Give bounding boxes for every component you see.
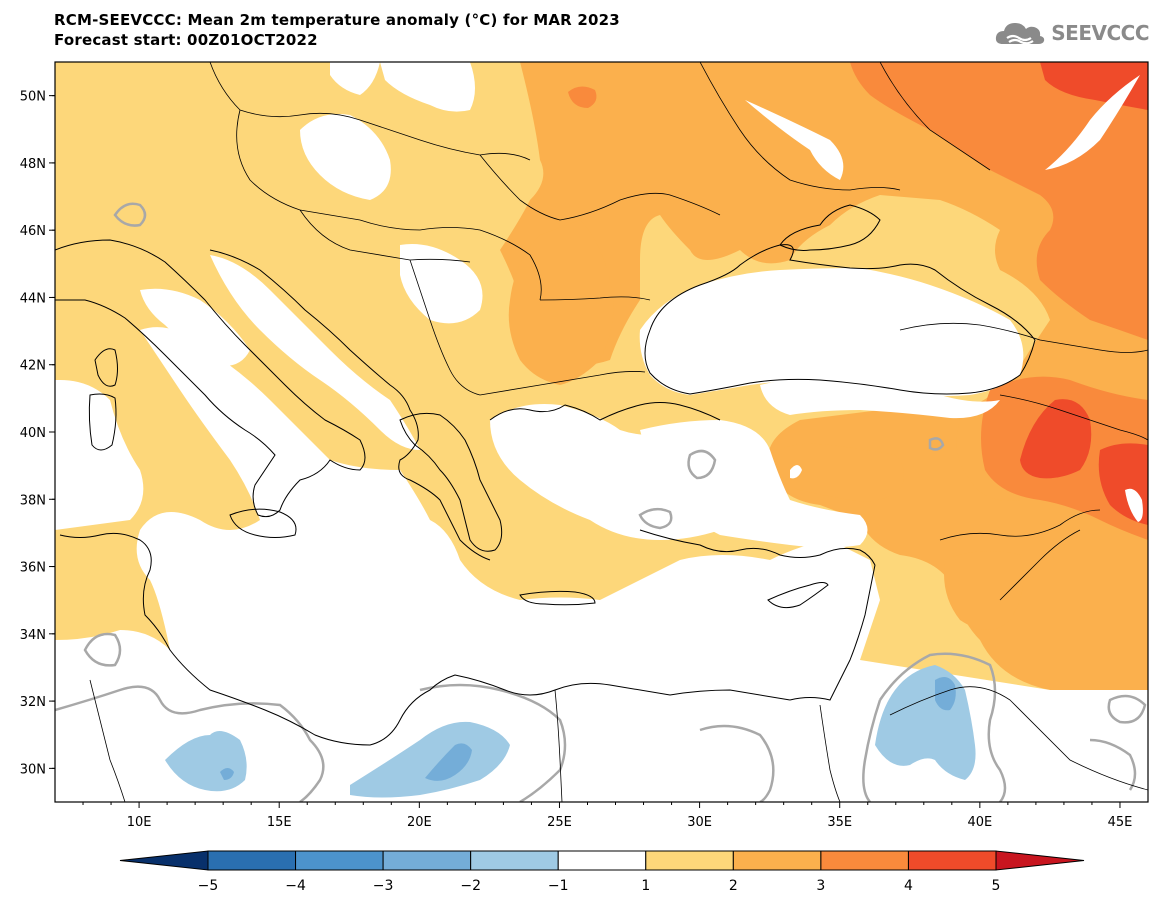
anomaly-3-4-northeast <box>850 62 1148 340</box>
colorbar-label: 2 <box>729 878 738 894</box>
negative-libya-west-core <box>220 768 234 780</box>
colorbar-label: 4 <box>904 878 913 894</box>
seevccc-logo: SEEVCCC <box>993 18 1149 48</box>
coastlines <box>55 204 1036 746</box>
colorbar-label: −1 <box>548 878 569 894</box>
lat-tick-label: 36N <box>20 561 46 576</box>
white-streak-ukraine <box>745 100 844 180</box>
colorbar-label: −2 <box>460 878 481 894</box>
lon-tick-label: 20E <box>407 815 432 830</box>
lat-tick-label: 34N <box>20 628 46 643</box>
longitude-axis: 10E 15E 20E 25E 30E 35E 40E 45E <box>82 802 1133 830</box>
colorbar-low-arrow <box>119 850 209 871</box>
colorbar-segment <box>382 850 472 871</box>
colorbar-label: 1 <box>641 878 650 894</box>
colorbar-segment <box>557 850 647 871</box>
colorbar-segment <box>645 850 734 871</box>
title-line-1: RCM-SEEVCCC: Mean 2m temperature anomaly… <box>54 11 620 29</box>
colorbar-high-arrow <box>995 850 1085 871</box>
colorbar-segment <box>907 850 997 871</box>
borders <box>89 62 1148 802</box>
neutral-north-germany <box>380 62 475 112</box>
colorbar: −5 −4 −3 −2 −1 1 2 3 4 5 <box>119 850 1085 894</box>
logo-text: SEEVCCC <box>1051 21 1149 45</box>
neutral-poland <box>330 62 380 95</box>
lat-tick-label: 48N <box>20 157 46 172</box>
colorbar-segment <box>207 850 297 871</box>
colorbar-label: 5 <box>992 878 1001 894</box>
lat-tick-label: 46N <box>20 224 46 239</box>
lon-tick-label: 10E <box>127 815 152 830</box>
lon-tick-label: 30E <box>687 815 712 830</box>
colorbar-segment <box>732 850 822 871</box>
lon-tick-label: 35E <box>827 815 852 830</box>
negative-libya-east-core <box>425 743 472 781</box>
anomaly-2-3-levant <box>944 551 1024 630</box>
neutral-mediterranean <box>55 327 1148 802</box>
colorbar-label: −3 <box>373 878 394 894</box>
colorbar-label: −5 <box>198 878 219 894</box>
lat-tick-label: 38N <box>20 493 46 508</box>
neutral-italy-tyrrhenian <box>140 288 250 366</box>
zero-contours <box>55 202 1147 802</box>
anomaly-3-4-spot <box>568 86 597 108</box>
white-streak-russia <box>1045 75 1140 170</box>
lon-tick-label: 15E <box>267 815 292 830</box>
latitude-axis: 30N 32N 34N 36N 38N 40N 42N 44N 46N 48N 50N <box>20 90 55 777</box>
neutral-north-africa-west <box>55 695 100 802</box>
lon-tick-label: 40E <box>967 815 992 830</box>
negative-arabia-core <box>935 676 956 711</box>
cloud-icon <box>996 23 1045 45</box>
negative-libya-east <box>350 721 510 798</box>
anomaly-2-3-east <box>500 62 1148 690</box>
neutral-sea-region <box>55 380 144 530</box>
title-line-2: Forecast start: 00Z01OCT2022 <box>54 31 318 49</box>
lat-tick-label: 40N <box>20 426 46 441</box>
colorbar-segment <box>470 850 559 871</box>
neutral-black-sea <box>639 268 1024 396</box>
colorbar-segment <box>820 850 909 871</box>
colorbar-label: −4 <box>285 878 306 894</box>
lat-tick-label: 50N <box>20 90 46 105</box>
lat-tick-label: 44N <box>20 291 46 306</box>
lat-tick-label: 30N <box>20 762 46 777</box>
lon-tick-label: 25E <box>547 815 572 830</box>
anomaly-2-3-anatolia <box>770 443 904 502</box>
white-speck-turkey <box>790 465 802 479</box>
colorbar-segment <box>295 850 384 871</box>
neutral-black-sea-south <box>760 378 1000 419</box>
white-speck-iran <box>1125 488 1143 522</box>
lat-tick-label: 42N <box>20 359 46 374</box>
colorbar-label: 3 <box>816 878 825 894</box>
map-title: RCM-SEEVCCC: Mean 2m temperature anomaly… <box>54 10 620 50</box>
anomaly-4-5-caucasus <box>1020 399 1092 479</box>
lon-tick-label: 45E <box>1108 815 1133 830</box>
anomaly-2-3-balkans <box>508 220 614 385</box>
neutral-alps <box>300 114 391 200</box>
lat-tick-label: 32N <box>20 695 46 710</box>
neutral-pannonia <box>400 244 483 324</box>
map-field <box>55 62 1148 802</box>
neutral-adriatic <box>210 255 420 450</box>
